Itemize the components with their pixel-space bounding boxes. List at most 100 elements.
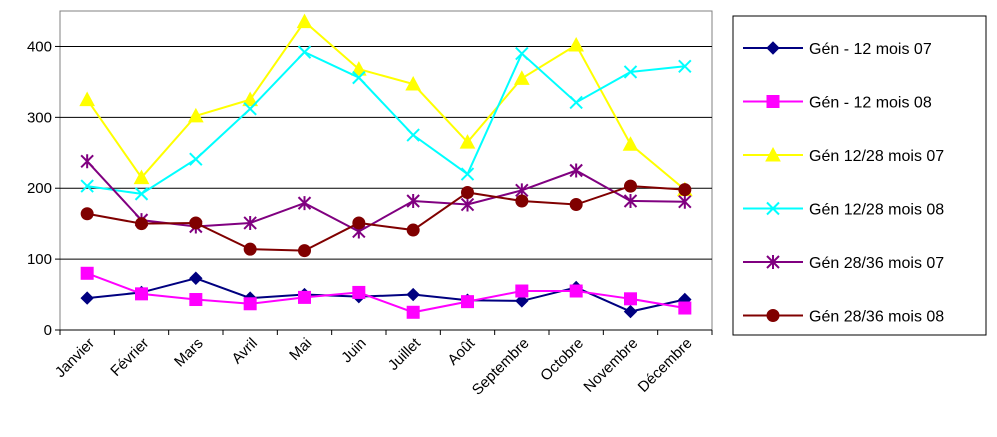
- data-point: [678, 301, 692, 315]
- x-tick-label: Décembre: [635, 335, 696, 396]
- data-point: [461, 185, 474, 199]
- data-point: [515, 294, 529, 308]
- data-point: [623, 193, 638, 208]
- data-point: [515, 194, 529, 208]
- data-point: [459, 134, 476, 149]
- legend-entry-5: Gén 28/36 mois 07: [743, 255, 944, 272]
- data-point: [569, 95, 583, 110]
- series-line: [86, 160, 685, 233]
- x-tick-label: Mars: [171, 335, 207, 371]
- data-point: [133, 169, 150, 185]
- legend-entry-6: Gén 28/36 mois 08: [743, 309, 944, 326]
- x-tick-label: Avril: [229, 335, 261, 367]
- data-point: [80, 154, 94, 169]
- data-point: [460, 197, 475, 212]
- data-point: [189, 216, 203, 230]
- series-line: [86, 185, 685, 252]
- data-point: [624, 292, 637, 306]
- plot-area: 0 100 200 300 400 Janvier Février Mars Avril Mai J…: [27, 10, 713, 399]
- series-4: [80, 45, 692, 201]
- data-point: [406, 305, 420, 319]
- data-point: [189, 152, 203, 166]
- data-point: [678, 194, 692, 209]
- y-tick-label: 400: [27, 38, 52, 55]
- data-point: [135, 217, 148, 231]
- data-point: [406, 223, 420, 237]
- data-point: [297, 45, 312, 59]
- data-point: [622, 136, 639, 151]
- data-point: [352, 216, 366, 230]
- y-tick-label: 100: [27, 251, 52, 268]
- legend-entry-2: Gén - 12 mois 08: [743, 95, 932, 112]
- data-point: [80, 179, 94, 193]
- data-point: [79, 91, 96, 107]
- data-point: [189, 271, 203, 285]
- x-tick-label: Août: [444, 334, 478, 368]
- data-point: [242, 91, 259, 107]
- data-point: [569, 284, 583, 298]
- data-point: [189, 293, 203, 307]
- data-point: [134, 187, 149, 201]
- data-point: [135, 287, 148, 301]
- data-point: [623, 304, 638, 319]
- series-3: [79, 13, 693, 197]
- x-tick-label: Mai: [286, 335, 315, 364]
- x-tick-label: Juin: [338, 335, 369, 366]
- legend-label: Gén 12/28 mois 08: [809, 202, 944, 219]
- data-point: [678, 183, 692, 197]
- data-point: [460, 167, 475, 181]
- legend: Gén - 12 mois 07 Gén - 12 mois 08 Gén 12/2…: [732, 15, 987, 336]
- legend-marker: [766, 41, 780, 55]
- data-point: [298, 290, 311, 304]
- legend-marker: [766, 201, 780, 216]
- series-2: [80, 266, 692, 319]
- data-point: [296, 13, 313, 29]
- legend-marker: [765, 146, 781, 162]
- x-tick-label: Février: [107, 335, 152, 380]
- x-tick-label: Novembre: [580, 335, 641, 396]
- legend-box: [732, 15, 987, 336]
- legend-label: Gén 12/28 mois 07: [809, 148, 944, 165]
- series-line: [87, 50, 685, 195]
- series-line: [86, 20, 686, 191]
- data-point: [243, 242, 257, 256]
- legend-marker: [766, 95, 780, 108]
- legend-entry-1: Gén - 12 mois 07: [743, 41, 932, 58]
- data-point: [243, 297, 257, 311]
- data-point: [243, 215, 257, 230]
- plot-frame: [59, 10, 713, 331]
- data-point: [406, 128, 420, 142]
- x-tick-label: Juillet: [385, 334, 425, 374]
- data-point: [569, 163, 583, 178]
- x-tick-label: Septembre: [469, 335, 533, 399]
- data-point: [187, 107, 204, 123]
- legend-entry-4: Gén 12/28 mois 08: [743, 202, 944, 219]
- legend-label: Gén - 12 mois 07: [809, 41, 932, 58]
- series-line: [86, 272, 686, 314]
- y-tick-label: 0: [44, 322, 52, 339]
- data-point: [406, 287, 420, 302]
- data-point: [80, 266, 94, 280]
- data-point: [515, 46, 529, 61]
- series-6: [80, 179, 692, 258]
- data-point: [406, 193, 420, 208]
- data-point: [243, 102, 257, 116]
- legend-marker: [766, 255, 780, 269]
- data-point: [80, 291, 94, 305]
- data-point: [297, 196, 312, 211]
- legend-label: Gén - 12 mois 08: [809, 95, 932, 112]
- legend-label: Gén 28/36 mois 07: [809, 255, 944, 272]
- legend-label: Gén 28/36 mois 08: [809, 309, 944, 326]
- data-point: [461, 295, 474, 309]
- y-tick-label: 300: [27, 109, 52, 126]
- data-point: [350, 61, 367, 76]
- data-point: [405, 75, 422, 91]
- data-point: [624, 179, 637, 193]
- legend-marker: [766, 309, 780, 322]
- data-point: [569, 198, 583, 212]
- data-point: [568, 36, 585, 52]
- x-tick-label: Janvier: [52, 335, 98, 381]
- data-point: [352, 70, 366, 85]
- x-tick-label: Octobre: [537, 335, 587, 385]
